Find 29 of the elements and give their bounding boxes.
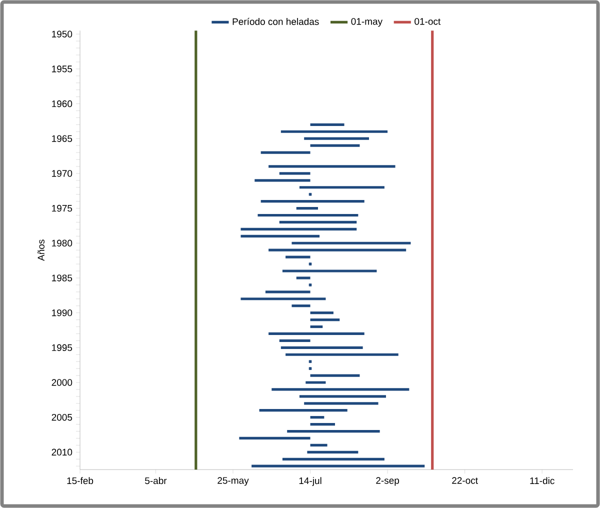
- y-tick-label: 1985: [52, 274, 72, 282]
- point: [308, 360, 312, 363]
- point: [308, 192, 312, 196]
- ref-line-label: 01-oct: [414, 18, 441, 25]
- y-tick-label: 1975: [52, 204, 72, 212]
- point: [308, 262, 312, 266]
- point: [308, 284, 312, 286]
- y-tick-label: 1950: [52, 30, 72, 38]
- y-tick-label: 1980: [52, 240, 72, 246]
- legend-label: 01-may: [351, 18, 383, 27]
- x-tick-label: 25-may: [218, 477, 249, 486]
- y-tick-label: 1970: [52, 170, 72, 177]
- point: [308, 367, 312, 370]
- y-tick-label: 1960: [52, 100, 72, 108]
- y-tick-label: 2000: [52, 379, 72, 386]
- x-tick-label: 11-dic: [530, 477, 554, 484]
- x-tick-label: 14-jul: [299, 477, 322, 486]
- y-tick-label: 1995: [52, 344, 72, 352]
- y-tick-label: 2010: [52, 448, 72, 456]
- x-tick-label: 5-abr: [145, 477, 167, 484]
- y-tick-label: 1990: [52, 309, 72, 316]
- legend-label: Período con heladas: [232, 18, 319, 25]
- x-tick-label: 15-feb: [67, 477, 94, 484]
- y-tick-label: 1955: [52, 66, 72, 72]
- y-tick-label: 2005: [52, 414, 72, 421]
- x-tick-label: 2-sep: [376, 477, 400, 486]
- y-tick-label: 1965: [52, 135, 72, 142]
- y-axis-title: Años: [38, 240, 44, 261]
- x-tick-label: 22-oct: [452, 477, 478, 484]
